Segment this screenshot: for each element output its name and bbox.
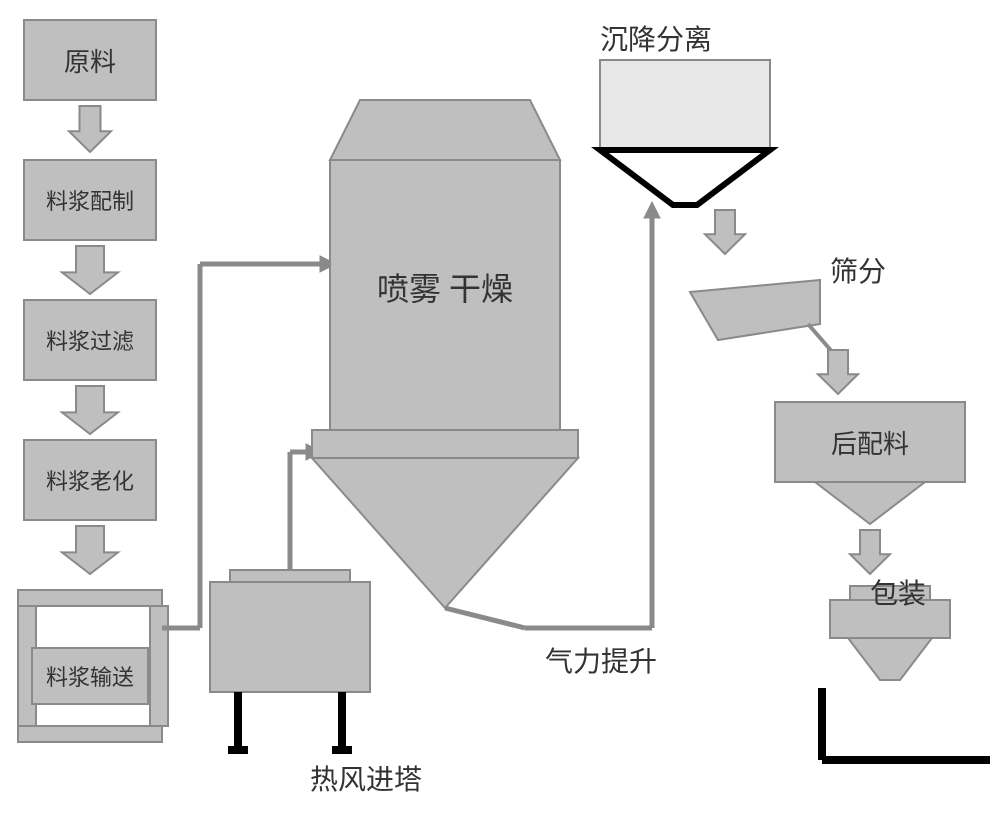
step4-label: 料浆老化 <box>24 440 156 520</box>
settle-label: 沉降分离 <box>600 18 712 58</box>
hot-air-label: 热风进塔 <box>310 758 422 798</box>
sieve-label: 筛分 <box>830 250 886 290</box>
package-label: 包装 <box>870 572 926 612</box>
step3-label: 料浆过滤 <box>24 300 156 380</box>
pneumatic-label: 气力提升 <box>545 640 657 680</box>
step5-label: 料浆输送 <box>24 648 156 704</box>
post-mix-label: 后配料 <box>775 402 965 482</box>
step2-label: 料浆配制 <box>24 160 156 240</box>
step1-label: 原料 <box>24 20 156 100</box>
spray-dry-label: 喷雾 干燥 <box>330 230 560 350</box>
